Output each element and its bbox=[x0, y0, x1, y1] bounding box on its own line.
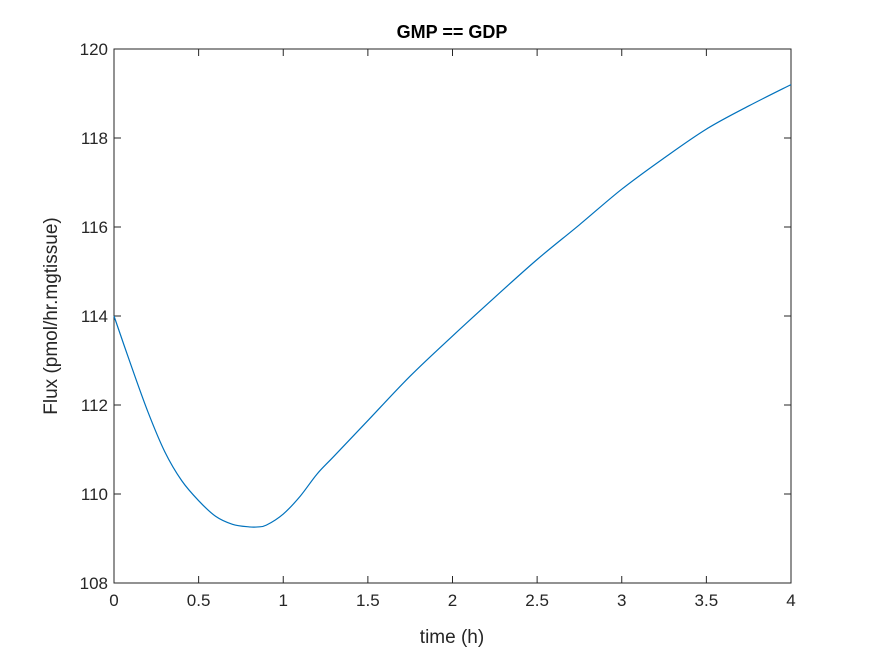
x-tick-label: 1 bbox=[279, 591, 288, 610]
plot-area bbox=[113, 48, 792, 584]
y-axis-label: Flux (pmol/hr.mgtissue) bbox=[41, 217, 62, 414]
x-tick-label: 2.5 bbox=[525, 591, 549, 610]
y-tick-label: 108 bbox=[80, 574, 108, 593]
x-axis-label: time (h) bbox=[420, 627, 484, 648]
x-tick-label: 1.5 bbox=[356, 591, 380, 610]
series-line-flux bbox=[113, 84, 792, 528]
x-axis: 0 0.5 1 1.5 2 2.5 3 3.5 4 bbox=[109, 49, 796, 610]
x-tick-label: 3 bbox=[617, 591, 626, 610]
x-tick-label: 4 bbox=[786, 591, 795, 610]
y-tick-label: 112 bbox=[81, 396, 108, 415]
y-tick-label: 114 bbox=[81, 307, 108, 326]
y-axis: 108 110 112 114 116 118 120 bbox=[80, 40, 791, 593]
y-tick-label: 118 bbox=[81, 129, 108, 148]
chart-title: GMP == GDP bbox=[397, 22, 508, 42]
y-tick-label: 120 bbox=[80, 40, 108, 59]
x-tick-label: 0.5 bbox=[187, 591, 211, 610]
x-tick-label: 3.5 bbox=[695, 591, 719, 610]
y-tick-label: 116 bbox=[81, 218, 108, 237]
x-tick-label: 2 bbox=[448, 591, 457, 610]
y-tick-label: 110 bbox=[81, 485, 108, 504]
x-tick-label: 0 bbox=[109, 591, 118, 610]
